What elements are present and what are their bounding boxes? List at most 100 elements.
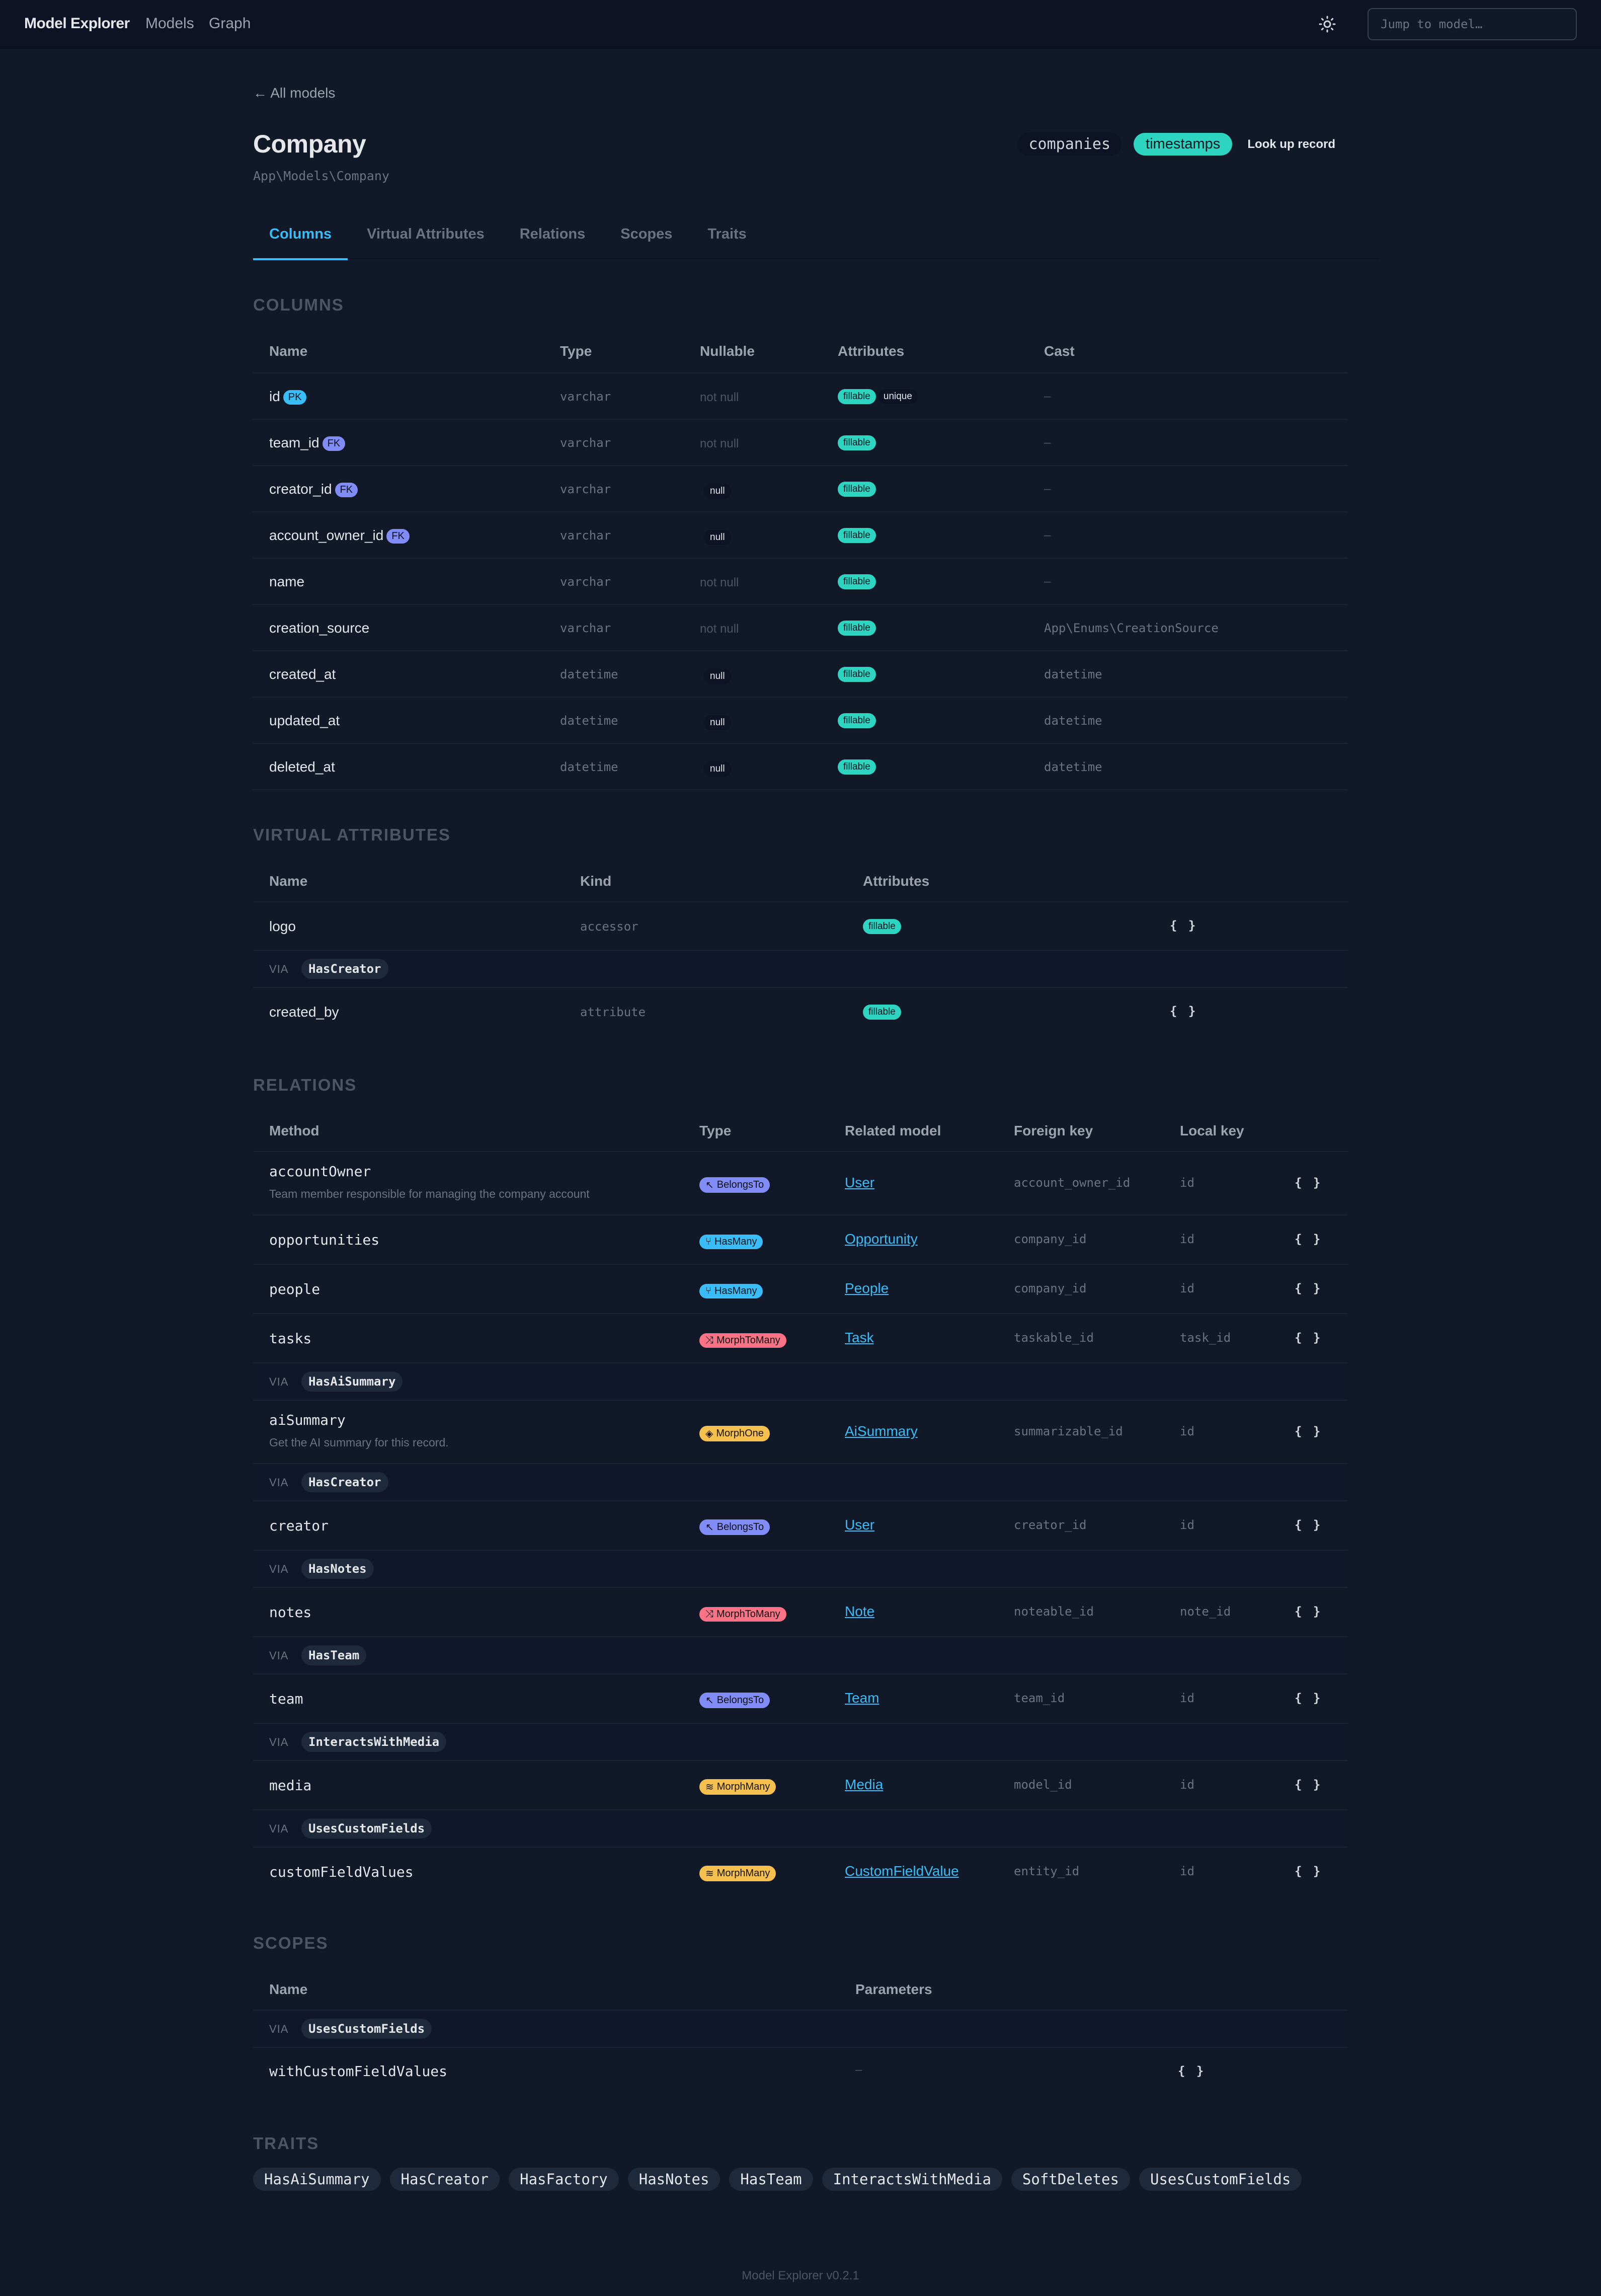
column-type: varchar	[560, 575, 611, 589]
trait-pill[interactable]: HasNotes	[627, 2168, 721, 2191]
via-trait-pill[interactable]: InteractsWithMedia	[301, 1732, 447, 1752]
via-trait-pill[interactable]: HasCreator	[301, 1472, 388, 1492]
related-model-link[interactable]: CustomFieldValue	[845, 1863, 959, 1879]
view-source-button[interactable]: { }	[1295, 1424, 1323, 1438]
relation-type: ≋ MorphMany	[699, 1864, 776, 1881]
column-header-attributes: Attributes	[838, 343, 905, 359]
view-source-button[interactable]: { }	[1295, 1604, 1323, 1619]
via-trait-pill[interactable]: UsesCustomFields	[301, 1818, 432, 1839]
relation-foreign-key: team_id	[1014, 1691, 1065, 1705]
related-model-link[interactable]: People	[845, 1280, 889, 1296]
via-trait-pill[interactable]: UsesCustomFields	[301, 2019, 432, 2039]
column-name: name	[269, 574, 304, 590]
related-model-link[interactable]: User	[845, 1175, 875, 1190]
related-model-link[interactable]: AiSummary	[845, 1423, 918, 1439]
view-source-button[interactable]: { }	[1295, 1778, 1323, 1792]
column-attributes: fillable	[838, 479, 876, 497]
tab-columns[interactable]: Columns	[253, 220, 348, 260]
column-name-text: created_at	[269, 666, 336, 682]
relation-type: ≋ MorphMany	[699, 1778, 776, 1795]
column-cast: –	[1044, 575, 1051, 588]
related-model-link[interactable]: Opportunity	[845, 1231, 918, 1247]
trait-pill[interactable]: InteractsWithMedia	[822, 2168, 1002, 2191]
relations-table-header: Method Type Related model Foreign key Lo…	[253, 1107, 1348, 1152]
via-trait-pill[interactable]: HasAiSummary	[301, 1371, 403, 1392]
fillable-badge: fillable	[863, 1005, 901, 1020]
via-trait-pill[interactable]: HasTeam	[301, 1645, 367, 1665]
view-source-button[interactable]: { }	[1295, 1281, 1323, 1295]
column-name: id PK	[269, 389, 307, 405]
view-source-button[interactable]: { }	[1170, 919, 1198, 933]
related-model-link[interactable]: Media	[845, 1777, 884, 1792]
column-name: account_owner_id FK	[269, 527, 410, 544]
relation-type-badge: ≋ MorphMany	[699, 1866, 776, 1881]
trait-pill[interactable]: HasTeam	[729, 2168, 813, 2191]
via-trait-pill[interactable]: HasNotes	[301, 1559, 374, 1579]
relation-type: ⤨ MorphToMany	[699, 1604, 786, 1622]
via-label: VIA	[269, 963, 289, 975]
view-source-button[interactable]: { }	[1295, 1864, 1323, 1878]
view-source-button[interactable]: { }	[1295, 1518, 1323, 1532]
trait-pill[interactable]: HasAiSummary	[253, 2168, 381, 2191]
via-label: VIA	[269, 1649, 289, 1662]
trait-pill[interactable]: SoftDeletes	[1011, 2168, 1130, 2191]
nav-graph-link[interactable]: Graph	[209, 15, 251, 32]
trait-pill[interactable]: HasFactory	[509, 2168, 619, 2191]
relation-row: tasks ⤨ MorphToMany Task taskable_id tas…	[253, 1314, 1348, 1363]
relation-method: people	[269, 1281, 321, 1297]
relation-type: ⑂ HasMany	[699, 1281, 763, 1298]
related-model-link[interactable]: Team	[845, 1690, 879, 1706]
header-actions: companies timestamps Look up record	[1017, 132, 1338, 156]
layers-icon: ≋	[705, 1782, 714, 1793]
trait-pill[interactable]: UsesCustomFields	[1139, 2168, 1302, 2191]
view-source-button[interactable]: { }	[1295, 1691, 1323, 1705]
shuffle-icon: ⤨	[705, 1609, 713, 1620]
look-up-record-button[interactable]: Look up record	[1244, 137, 1338, 151]
view-source-button[interactable]: { }	[1170, 1004, 1198, 1018]
column-name-text: creation_source	[269, 620, 370, 636]
virtual-attribute-name: created_by	[269, 1004, 339, 1020]
nullable-badge: null	[704, 669, 731, 684]
column-name-text: updated_at	[269, 713, 340, 728]
via-label: VIA	[269, 1375, 289, 1388]
relation-type-label: HasMany	[714, 1236, 757, 1247]
column-cast: –	[1044, 482, 1051, 496]
related-model-link[interactable]: Note	[845, 1603, 875, 1619]
related-model-link[interactable]: User	[845, 1517, 875, 1533]
nav-models-link[interactable]: Models	[145, 15, 194, 32]
tab-scopes[interactable]: Scopes	[620, 226, 673, 242]
back-to-all-models-link[interactable]: ← All models	[253, 85, 336, 101]
column-row: creation_source varchar not null fillabl…	[253, 605, 1348, 651]
relation-row: accountOwner Team member responsible for…	[253, 1152, 1348, 1215]
via-label: VIA	[269, 2023, 289, 2035]
view-source-button[interactable]: { }	[1295, 1176, 1323, 1190]
brand-logo[interactable]: Model Explorer	[24, 15, 130, 32]
trait-pill[interactable]: HasCreator	[389, 2168, 500, 2191]
fillable-badge: fillable	[863, 919, 901, 934]
column-attributes: fillable	[838, 572, 876, 589]
relation-local-key: id	[1180, 1232, 1194, 1246]
via-trait-pill[interactable]: HasCreator	[301, 959, 388, 979]
column-cast: –	[1044, 390, 1051, 403]
relation-type-badge: ↖ BelongsTo	[699, 1177, 770, 1193]
foreign-key-badge: FK	[335, 483, 358, 498]
view-source-button[interactable]: { }	[1178, 2064, 1206, 2078]
relation-type-badge: ↖ BelongsTo	[699, 1519, 770, 1535]
relation-foreign-key: account_owner_id	[1014, 1176, 1131, 1190]
tab-relations[interactable]: Relations	[519, 226, 586, 242]
relation-row: opportunities ⑂ HasMany Opportunity comp…	[253, 1215, 1348, 1265]
tab-traits[interactable]: Traits	[707, 226, 747, 242]
jump-to-model-input[interactable]	[1368, 8, 1577, 40]
footer-version: Model Explorer v0.2.1	[742, 2269, 859, 2282]
related-model-link[interactable]: Task	[845, 1330, 874, 1345]
via-row: VIA HasAiSummary	[253, 1363, 1348, 1401]
column-row: created_at datetime null fillable dateti…	[253, 651, 1348, 698]
column-nullable: not null	[700, 574, 739, 590]
relation-type: ⑂ HasMany	[699, 1232, 763, 1249]
virtual-attributes-table: Name Kind Attributes logo accessor filla…	[253, 857, 1348, 1036]
tab-virtual-attributes[interactable]: Virtual Attributes	[367, 226, 485, 242]
view-source-button[interactable]: { }	[1295, 1232, 1323, 1246]
theme-toggle-button[interactable]	[1318, 15, 1336, 33]
sun-icon	[1319, 16, 1336, 33]
view-source-button[interactable]: { }	[1295, 1331, 1323, 1345]
